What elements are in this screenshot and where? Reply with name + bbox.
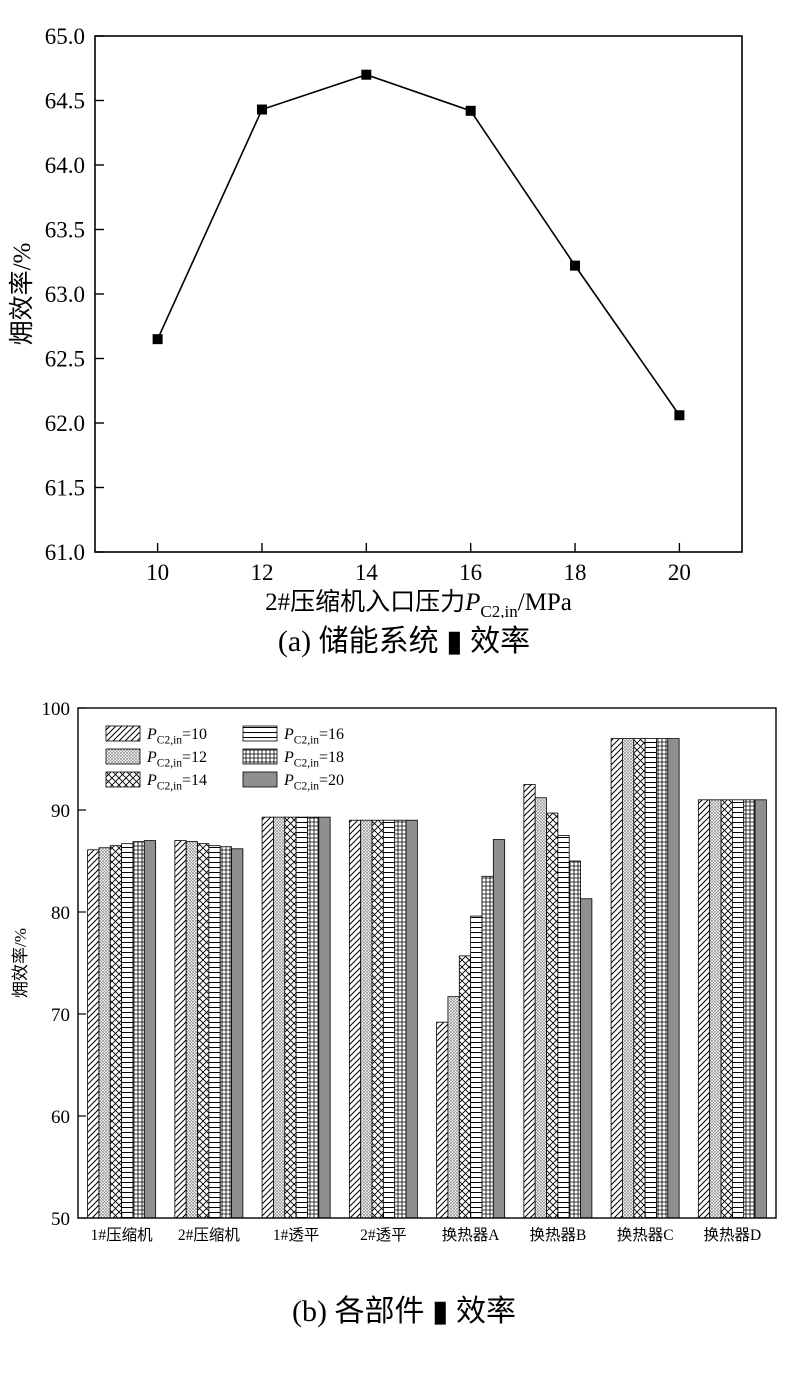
legend-item: PC2,in=16 [242,725,344,747]
svg-text:64.5: 64.5 [45,89,85,114]
svg-text:80: 80 [51,903,70,924]
legend-item: PC2,in=20 [242,771,344,793]
svg-text:PC2,in=18: PC2,in=18 [283,749,344,770]
svg-text:60: 60 [51,1107,70,1128]
legend-item: PC2,in=18 [242,748,344,770]
figure-two-panel-chart: 10 12 14 16 18 20 61.0 61.5 62.0 62.5 63.0 63.5 64.0… [8,24,777,1328]
svg-text:62.0: 62.0 [45,411,85,436]
svg-text:PC2,in=20: PC2,in=20 [283,772,344,793]
svg-text:换热器D: 换热器D [704,1226,762,1244]
svg-text:PC2,in=10: PC2,in=10 [146,726,207,747]
svg-text:61.0: 61.0 [45,540,85,565]
svg-text:14: 14 [355,560,379,585]
svg-text:1#透平: 1#透平 [273,1226,320,1244]
svg-text:64.0: 64.0 [45,153,85,178]
legend-item: PC2,in=12 [105,748,207,770]
svg-text:PC2,in=16: PC2,in=16 [283,726,344,747]
svg-text:12: 12 [250,560,273,585]
legend-item: PC2,in=14 [105,771,207,793]
svg-text:62.5: 62.5 [45,347,85,372]
legend-item: PC2,in=10 [105,725,207,747]
caption-b: (b) 各部件 ▮ 效率 [292,1295,516,1328]
svg-text:换热器A: 换热器A [442,1226,501,1244]
svg-text:18: 18 [564,560,587,585]
svg-text:2#透平: 2#透平 [360,1226,407,1244]
line-chart-exergy-vs-pressure: 10 12 14 16 18 20 61.0 61.5 62.0 62.5 63.0 63.5 64.0… [8,24,743,618]
svg-text:90: 90 [51,801,70,822]
svg-text:换热器C: 换热器C [617,1226,674,1244]
svg-text:65.0: 65.0 [45,24,85,49]
bar-chart-component-exergy: 50 60 70 80 90 100 1#压缩机 2#压缩机 1#透平 2#透平 换热器A 换热器B 换… [11,699,777,1244]
svg-text:63.0: 63.0 [45,282,85,307]
svg-text:换热器B: 换热器B [529,1226,586,1244]
svg-text:PC2,in=12: PC2,in=12 [146,749,207,770]
caption-a: (a) 储能系统 ▮ 效率 [277,625,531,658]
svg-text:PC2,in=14: PC2,in=14 [146,772,207,793]
svg-text:1#压缩机: 1#压缩机 [91,1226,154,1244]
y-axis-label: 㶲效率/% [11,928,30,998]
svg-text:16: 16 [459,560,482,585]
svg-text:10: 10 [146,560,169,585]
svg-text:63.5: 63.5 [45,218,85,243]
svg-text:70: 70 [51,1005,70,1026]
svg-text:2#压缩机: 2#压缩机 [178,1226,241,1244]
y-axis-label: 㶲效率/% [8,243,36,346]
svg-text:100: 100 [42,699,71,720]
svg-text:61.5: 61.5 [45,476,85,501]
svg-text:50: 50 [51,1209,70,1230]
x-axis-label: 2#压缩机入口压力PC2,in/MPa [265,588,572,618]
svg-text:20: 20 [668,560,691,585]
